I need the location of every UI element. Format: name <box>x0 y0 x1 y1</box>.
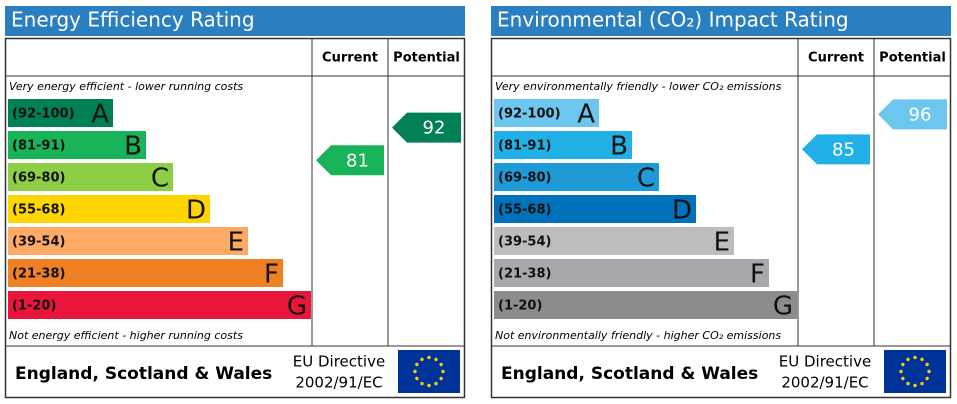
eu-star <box>434 357 438 362</box>
band <box>494 131 632 159</box>
rating-arrow <box>392 112 461 143</box>
band-letter: B <box>610 132 628 162</box>
rating-arrow <box>802 134 870 165</box>
band <box>494 227 734 255</box>
band <box>494 259 769 287</box>
band-letter: D <box>186 196 206 226</box>
bottom-note: Not environmentally friendly - higher CO… <box>495 329 781 342</box>
footer-directive: 2002/91/EC <box>781 374 868 392</box>
eu-star <box>906 357 910 362</box>
eu-star <box>434 381 438 386</box>
band <box>494 291 797 319</box>
eu-star <box>439 376 443 381</box>
title: Energy Efficiency Rating <box>11 8 255 32</box>
band-range: (81-91) <box>498 139 551 154</box>
band-range: (69-80) <box>498 171 551 186</box>
column-header: Potential <box>393 51 460 66</box>
column-header: Potential <box>879 51 946 66</box>
eu-star <box>427 355 431 360</box>
rating-arrow <box>878 99 947 130</box>
band <box>8 163 173 191</box>
band-letter: D <box>672 196 692 226</box>
band-range: (39-54) <box>498 235 551 250</box>
band-range: (21-38) <box>12 267 65 282</box>
eu-star <box>441 369 445 374</box>
eu-star <box>913 383 917 388</box>
band <box>8 131 146 159</box>
eu-star <box>927 369 931 374</box>
footer-directive: EU Directive <box>293 353 385 371</box>
eu-star <box>925 362 929 367</box>
band-range: (1-20) <box>12 299 56 314</box>
eu-star <box>420 381 424 386</box>
footer-directive: EU Directive <box>779 353 871 371</box>
eu-star <box>906 381 910 386</box>
title: Environmental (CO₂) Impact Rating <box>497 8 849 32</box>
eu-star <box>901 376 905 381</box>
eu-star <box>920 381 924 386</box>
eu-star <box>901 362 905 367</box>
band-range: (55-68) <box>12 203 65 218</box>
eu-star <box>899 369 903 374</box>
band-letter: E <box>228 228 244 258</box>
bottom-note: Not energy efficient - higher running co… <box>9 329 243 342</box>
rating-arrow <box>316 145 384 176</box>
title-bar <box>5 6 465 36</box>
frame <box>490 37 952 399</box>
column-header: Current <box>808 51 864 66</box>
frame <box>4 37 466 399</box>
band-range: (92-100) <box>498 107 561 122</box>
eu-star <box>913 355 917 360</box>
eu-star <box>920 357 924 362</box>
band-letter: E <box>714 228 730 258</box>
top-note: Very energy efficient - lower running co… <box>9 80 243 93</box>
band <box>8 195 210 223</box>
band-range: (21-38) <box>498 267 551 282</box>
column-header: Current <box>322 51 378 66</box>
title-bar <box>491 6 951 36</box>
band-range: (1-20) <box>498 299 542 314</box>
band <box>494 163 659 191</box>
band-range: (69-80) <box>12 171 65 186</box>
band-letter: C <box>151 164 169 194</box>
eu-star <box>427 383 431 388</box>
eu-star <box>415 376 419 381</box>
rating-value: 96 <box>909 104 932 125</box>
band-range: (39-54) <box>12 235 65 250</box>
band <box>8 259 283 287</box>
band-letter: A <box>91 100 109 130</box>
band <box>8 227 248 255</box>
band-letter: G <box>773 292 793 322</box>
band-range: (55-68) <box>498 203 551 218</box>
band-letter: C <box>637 164 655 194</box>
band-letter: B <box>124 132 142 162</box>
band-letter: A <box>577 100 595 130</box>
band <box>494 99 599 127</box>
rating-value: 92 <box>423 118 446 139</box>
footer-region: England, Scotland & Wales <box>15 364 272 384</box>
footer-directive: 2002/91/EC <box>295 374 382 392</box>
eu-star <box>439 362 443 367</box>
rating-value: 85 <box>832 139 855 160</box>
eu-star <box>413 369 417 374</box>
eu-star <box>415 362 419 367</box>
top-note: Very environmentally friendly - lower CO… <box>495 80 782 93</box>
band <box>8 99 113 127</box>
eu-star <box>925 376 929 381</box>
band-letter: G <box>287 292 307 322</box>
band <box>494 195 696 223</box>
band <box>8 291 311 319</box>
band-letter: F <box>264 260 279 290</box>
eu-star <box>420 357 424 362</box>
band-range: (92-100) <box>12 107 75 122</box>
rating-value: 81 <box>346 150 369 171</box>
band-range: (81-91) <box>12 139 65 154</box>
band-letter: F <box>750 260 765 290</box>
footer-region: England, Scotland & Wales <box>501 364 758 384</box>
